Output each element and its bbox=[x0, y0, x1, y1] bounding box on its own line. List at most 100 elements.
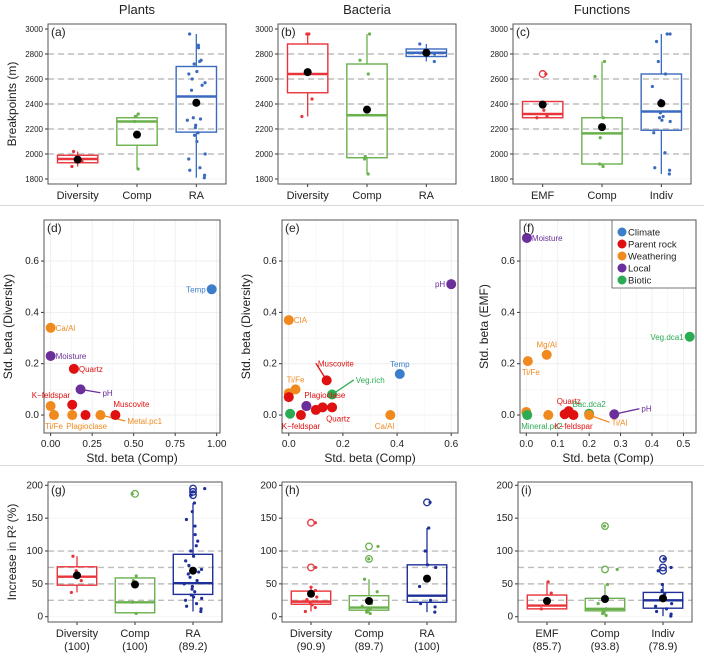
y-tick-label: 2600 bbox=[490, 75, 508, 84]
panel-b: Diversity Comp RA 1800 2000 2200 2400 2600 2800 3… bbox=[255, 2, 457, 202]
data-point bbox=[601, 164, 605, 169]
mean-point bbox=[73, 155, 82, 164]
x-tick-label: Comp bbox=[587, 190, 616, 202]
data-point-quartz bbox=[68, 363, 79, 374]
x-tick-label: 0.4 bbox=[645, 439, 659, 450]
x-tick-sublabel: (100) bbox=[414, 641, 440, 653]
data-point bbox=[376, 544, 380, 549]
data-point bbox=[427, 526, 431, 530]
data-point bbox=[313, 605, 317, 610]
point-label: K−feldspar bbox=[282, 422, 321, 431]
data-point bbox=[198, 117, 203, 121]
data-point bbox=[191, 116, 195, 120]
data-point-ph bbox=[609, 409, 620, 420]
y-tick-label: 2800 bbox=[25, 50, 43, 59]
x-tick-label: 0.1 bbox=[551, 439, 565, 450]
data-point bbox=[132, 119, 137, 124]
data-point bbox=[184, 559, 188, 563]
data-point bbox=[601, 116, 605, 120]
legend-label: Parent rock bbox=[628, 240, 677, 251]
data-point bbox=[546, 580, 550, 584]
panel-g: Diversity(100)Comp(100)RA(89.2)050100150… bbox=[5, 480, 223, 653]
mean-point bbox=[131, 580, 139, 589]
plot-frame bbox=[517, 481, 693, 623]
data-point bbox=[660, 588, 664, 593]
legend-swatch-climate bbox=[617, 227, 627, 237]
data-point-ti-fe bbox=[522, 356, 533, 367]
data-point bbox=[663, 151, 667, 155]
outlier-point bbox=[189, 487, 197, 496]
data-point bbox=[365, 608, 369, 612]
box-comp bbox=[346, 63, 388, 159]
y-axis-title: Std. beta (EMF) bbox=[477, 284, 491, 369]
data-point bbox=[197, 570, 201, 574]
data-point bbox=[183, 598, 188, 602]
y-tick-label: 0.6 bbox=[25, 256, 39, 267]
data-point bbox=[194, 601, 199, 606]
mean-point bbox=[307, 589, 315, 598]
panel-label: (a) bbox=[51, 25, 66, 39]
x-tick-label: EMF bbox=[535, 628, 559, 640]
point-label: Moisture bbox=[56, 352, 87, 361]
y-tick-label: 3000 bbox=[25, 25, 43, 34]
box-indiv bbox=[640, 73, 683, 131]
x-axis-title: Std. beta (Comp) bbox=[86, 451, 177, 465]
data-point bbox=[309, 585, 313, 589]
data-point bbox=[189, 549, 193, 553]
x-tick-label: Indiv bbox=[651, 628, 675, 640]
panel-label: (i) bbox=[521, 483, 532, 497]
row-separator bbox=[0, 205, 704, 206]
data-point bbox=[360, 604, 364, 608]
point-label: Ca/Al bbox=[56, 324, 76, 333]
panel-title: Bacteria bbox=[343, 2, 391, 17]
x-tick-label: 0.3 bbox=[614, 439, 628, 450]
data-point-k-feldspar bbox=[568, 410, 579, 421]
y-tick-label: 0.0 bbox=[501, 410, 515, 421]
point-label: Bac.dca2 bbox=[572, 400, 606, 409]
outlier-point bbox=[601, 522, 609, 530]
data-point bbox=[193, 126, 197, 130]
panel-label: (e) bbox=[285, 221, 300, 235]
data-point-unlabeled bbox=[559, 409, 570, 420]
y-axis-title: Std. beta (Diversity) bbox=[1, 274, 15, 379]
data-point bbox=[203, 81, 207, 85]
data-point-unlabeled bbox=[543, 410, 554, 421]
data-point-ph bbox=[446, 279, 457, 290]
data-point bbox=[596, 601, 600, 606]
data-point bbox=[202, 176, 206, 180]
data-point bbox=[598, 136, 602, 140]
data-point-ti-al bbox=[584, 410, 595, 421]
outlier-point bbox=[365, 542, 373, 551]
mean-point bbox=[543, 596, 551, 605]
panel-label: (d) bbox=[47, 221, 62, 235]
x-tick-label: Comp bbox=[354, 628, 383, 640]
x-tick-sublabel: (85.7) bbox=[533, 641, 562, 653]
y-tick-label: 2800 bbox=[490, 50, 508, 59]
data-point bbox=[196, 539, 200, 543]
x-tick-label: RA bbox=[419, 628, 435, 640]
x-tick-label: Comp bbox=[352, 190, 381, 202]
x-tick-label: Comp bbox=[120, 628, 149, 640]
y-axis-title: Increase in R² (%) bbox=[5, 504, 19, 601]
data-point-unlabeled bbox=[80, 410, 91, 421]
data-point bbox=[187, 157, 191, 161]
x-tick-label: EMF bbox=[531, 190, 555, 202]
data-point-mineral-pc2 bbox=[522, 410, 533, 421]
data-point bbox=[663, 72, 668, 76]
panel-label: (f) bbox=[523, 221, 534, 235]
data-point bbox=[660, 118, 664, 122]
data-point bbox=[650, 84, 654, 89]
data-point bbox=[358, 58, 362, 62]
data-point bbox=[191, 595, 196, 599]
data-point bbox=[199, 607, 203, 611]
y-tick-label: 3000 bbox=[255, 25, 273, 34]
box-comp bbox=[116, 117, 158, 146]
data-point bbox=[419, 601, 423, 606]
y-tick-label: 50 bbox=[502, 579, 514, 590]
mean-point bbox=[133, 130, 141, 139]
outlier-point bbox=[659, 554, 667, 563]
data-point bbox=[656, 59, 660, 64]
data-point bbox=[433, 605, 437, 609]
data-point bbox=[199, 609, 203, 614]
data-point bbox=[423, 549, 427, 553]
